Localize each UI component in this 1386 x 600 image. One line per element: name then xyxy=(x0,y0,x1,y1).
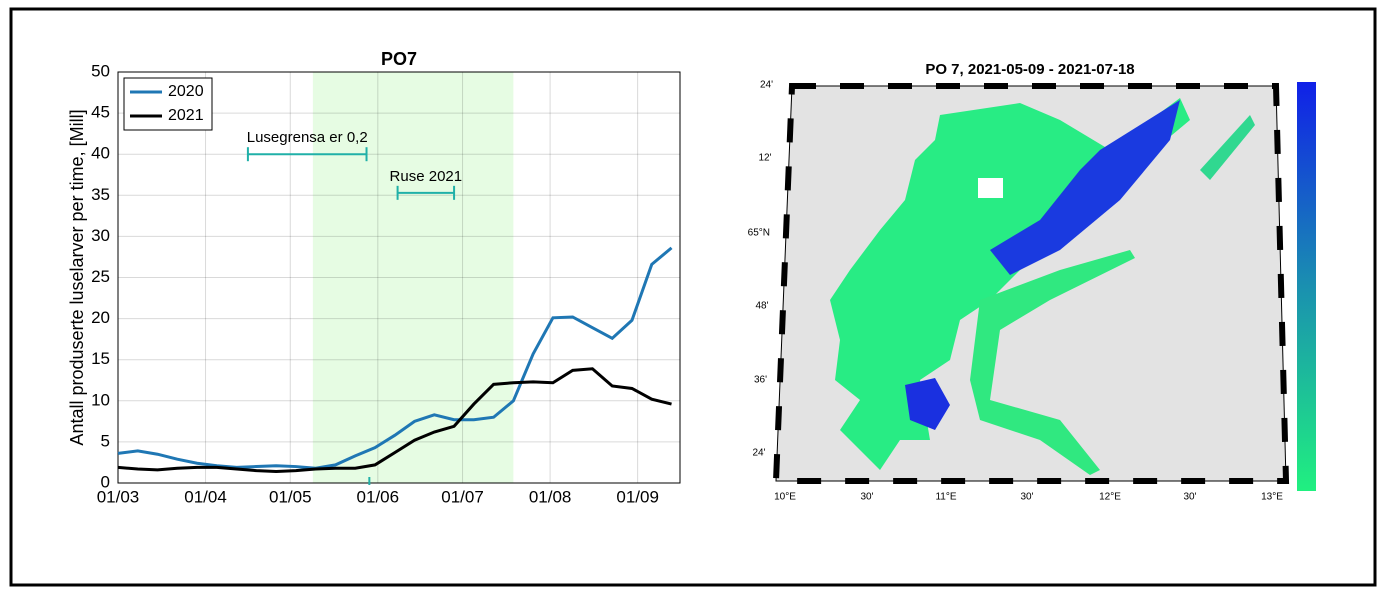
shaded-period xyxy=(312,72,514,483)
x-tick-label: 01/07 xyxy=(441,487,484,506)
map-fjord xyxy=(970,250,1135,475)
y-tick-label: 40 xyxy=(91,144,110,163)
y-tick-label: 35 xyxy=(91,185,110,204)
x-tick-label: 01/03 xyxy=(97,487,140,506)
line-series xyxy=(117,246,673,470)
lon-label: 13°E xyxy=(1261,492,1283,503)
y-tick-label: 50 xyxy=(91,61,110,80)
map-gap xyxy=(978,178,1003,198)
lon-label: 30' xyxy=(860,492,873,503)
map-border-line xyxy=(775,85,1287,482)
lat-label: 12' xyxy=(758,153,771,164)
x-tick-label: 01/09 xyxy=(616,487,659,506)
lat-label: 24' xyxy=(752,448,765,459)
lon-label: 12°E xyxy=(1099,492,1121,503)
map-title: PO 7, 2021-05-09 - 2021-07-18 xyxy=(925,61,1134,78)
y-tick-label: 15 xyxy=(91,349,110,368)
y-tick-label: 0 xyxy=(101,472,110,491)
annotation-text: Lusegrensa er 0,2 xyxy=(247,129,368,146)
x-tick-label: 01/04 xyxy=(184,487,227,506)
axes-box xyxy=(117,71,681,484)
x-tick-label: 01/05 xyxy=(269,487,312,506)
chart-title: PO7 xyxy=(381,49,417,69)
lat-label: 24' xyxy=(760,80,773,91)
lat-label: 65°N xyxy=(748,228,770,239)
lat-label: 36' xyxy=(754,375,767,386)
lat-label: 48' xyxy=(755,301,768,312)
y-tick-label: 25 xyxy=(91,267,110,286)
y-tick-label: 5 xyxy=(101,431,110,450)
colorbar xyxy=(1297,82,1316,491)
map-fjord xyxy=(1200,115,1255,180)
legend-label: 2020 xyxy=(168,83,204,100)
y-tick-label: 30 xyxy=(91,226,110,245)
lon-label: 30' xyxy=(1183,492,1196,503)
y-tick-label: 45 xyxy=(91,103,110,122)
y-tick-label: 20 xyxy=(91,308,110,327)
map-sea-dense xyxy=(990,100,1180,275)
y-axis-label: Antall produserte luselarver per time, [… xyxy=(67,109,87,445)
legend-label: 2021 xyxy=(168,107,204,124)
lon-label: 30' xyxy=(1020,492,1033,503)
x-tick-label: 01/08 xyxy=(529,487,572,506)
annotation-text: Ruse 2021 xyxy=(390,168,463,185)
x-tick-label: 01/06 xyxy=(357,487,400,506)
map-sea-dense xyxy=(905,378,950,430)
y-tick-label: 10 xyxy=(91,390,110,409)
line-series xyxy=(117,367,672,473)
map: PO 7, 2021-05-09 - 2021-07-18 24' 12' 65°N 4… xyxy=(748,61,1316,503)
legend-box xyxy=(123,77,213,131)
lon-label: 10°E xyxy=(774,492,796,503)
lon-label: 11°E xyxy=(935,492,956,503)
